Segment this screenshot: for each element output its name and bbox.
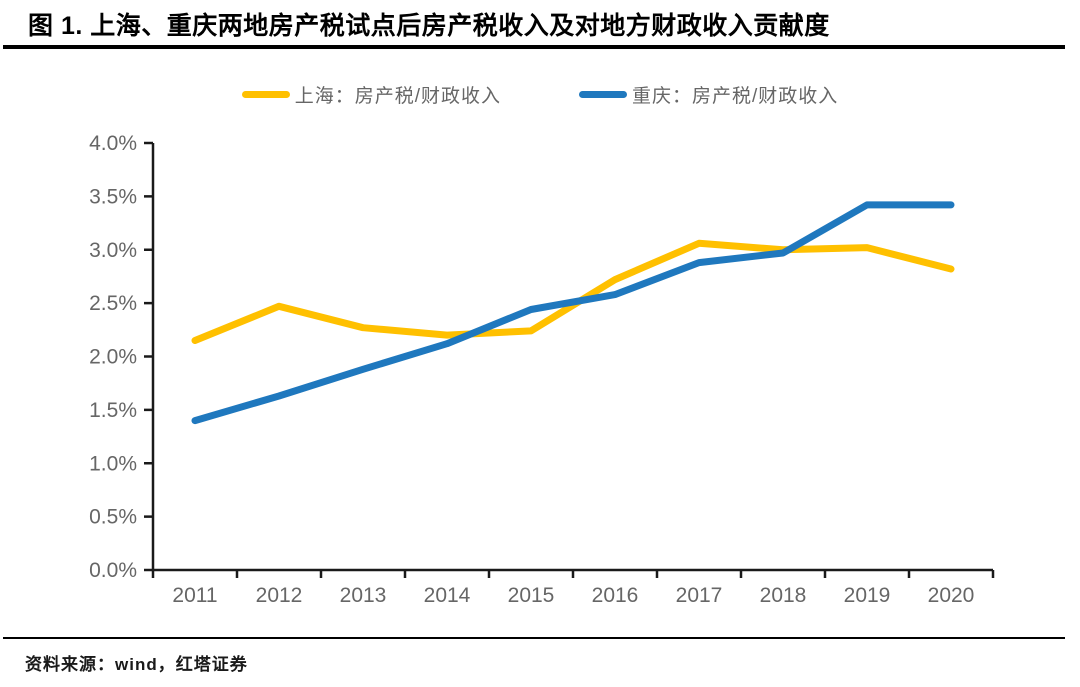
legend-swatch [579,90,627,98]
chart-legend: 上海：房产税/财政收入 重庆：房产税/财政收入 [0,80,1080,108]
figure-title: 图 1. 上海、重庆两地房产税试点后房产税收入及对地方财政收入贡献度 [28,12,830,40]
x-tick-label: 2016 [592,584,639,607]
legend-label: 上海：房产税/财政收入 [294,85,501,107]
y-tick-label: 0.0% [89,559,137,582]
x-tick-label: 2018 [760,584,807,607]
y-tick-label: 2.5% [89,292,137,315]
x-tick-label: 2011 [172,584,217,607]
x-tick-label: 2017 [676,584,723,607]
y-tick-label: 3.0% [89,239,137,262]
title-underline [3,45,1065,49]
y-tick-label: 4.0% [89,132,137,155]
legend-item-1: 重庆：房产税/财政收入 [579,81,838,108]
x-tick-label: 2014 [424,584,471,607]
legend-swatch [241,90,290,98]
y-tick-label: 0.5% [89,506,137,529]
x-tick-label: 2019 [844,584,891,607]
x-tick-label: 2012 [256,584,303,607]
source-note: 资料来源：wind，红塔证券 [25,655,248,674]
legend-label: 重庆：房产税/财政收入 [632,85,839,107]
legend-item-0: 上海：房产税/财政收入 [241,81,501,108]
footer-divider [3,637,1065,639]
y-tick-label: 3.5% [89,185,137,208]
series-line-1 [191,201,955,425]
x-tick-label: 2020 [928,584,975,607]
y-tick-label: 1.5% [89,399,137,422]
y-tick-label: 1.0% [89,452,137,475]
y-tick-label: 2.0% [89,346,137,369]
x-tick-label: 2015 [508,584,555,607]
x-tick-label: 2013 [340,584,387,607]
series-line-0 [191,239,955,344]
